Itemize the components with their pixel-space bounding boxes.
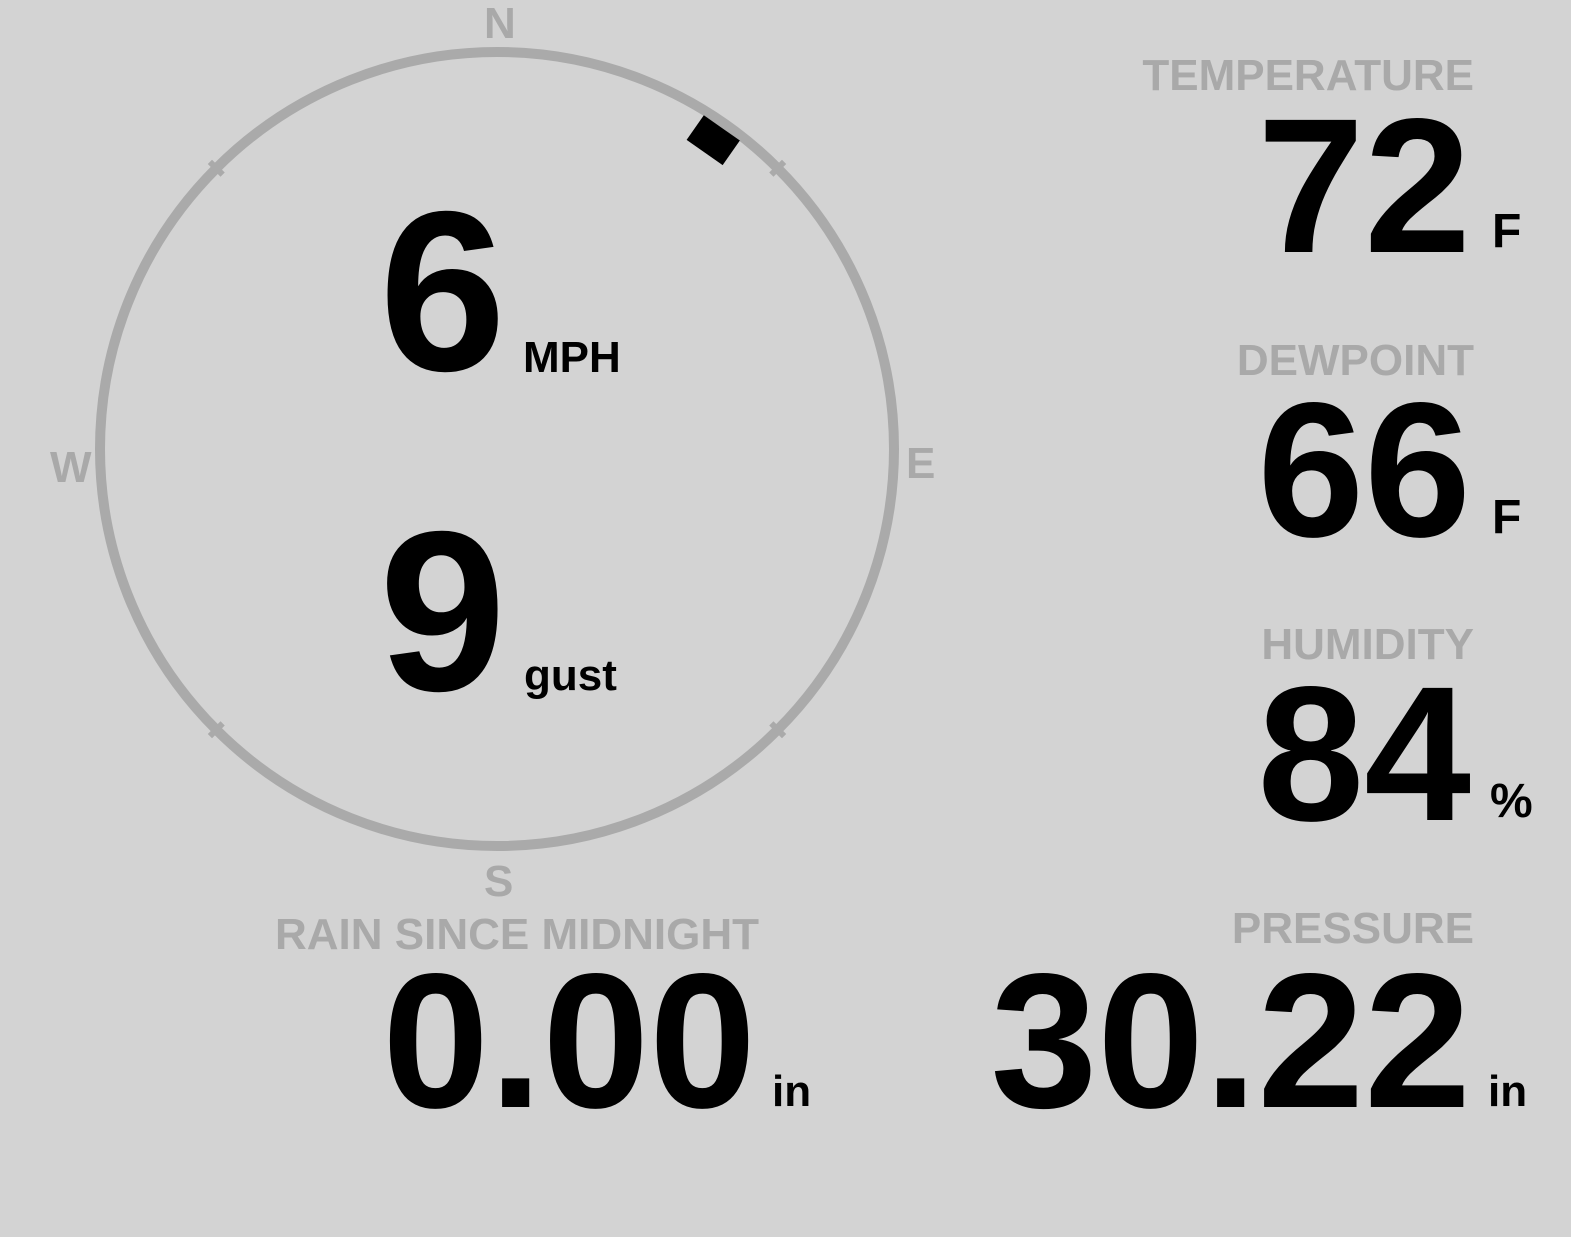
temperature-unit: F (1492, 205, 1522, 258)
wind-speed-unit: MPH (523, 333, 621, 382)
wind-gust: 9 (379, 498, 506, 726)
compass-tick (769, 159, 787, 177)
humidity-value: 84 (1257, 646, 1471, 861)
rain-value: 0.00 (382, 933, 756, 1148)
wind-gust-unit: gust (524, 651, 617, 700)
compass-tick (769, 721, 787, 739)
compass-south-label: S (484, 857, 514, 906)
wind-gust-value: 9 (379, 485, 506, 739)
pressure-unit: in (1488, 1067, 1528, 1116)
humidity-label: HUMIDITY (1261, 620, 1474, 669)
compass-west-label: W (50, 443, 92, 492)
compass-north-label: N (484, 0, 516, 48)
pressure-value: 30.22 (990, 933, 1471, 1148)
rain-label: RAIN SINCE MIDNIGHT (275, 910, 759, 959)
compass-east-label: E (906, 439, 936, 488)
wind-speed: 6 (379, 178, 506, 406)
dewpoint-unit: F (1492, 491, 1522, 544)
rain-unit: in (772, 1067, 812, 1116)
dewpoint-label: DEWPOINT (1236, 336, 1474, 385)
pressure-label: PRESSURE (1231, 904, 1474, 953)
dewpoint-value: 66 (1257, 362, 1471, 577)
temperature-value: 72 (1257, 78, 1471, 293)
humidity-unit: % (1490, 775, 1533, 828)
temperature-label: TEMPERATURE (1142, 51, 1474, 100)
compass-tick (207, 721, 225, 739)
compass-ring (95, 47, 899, 851)
compass-tick (207, 159, 225, 177)
wind-direction-indicator (686, 115, 740, 166)
wind-speed-value: 6 (379, 165, 506, 419)
